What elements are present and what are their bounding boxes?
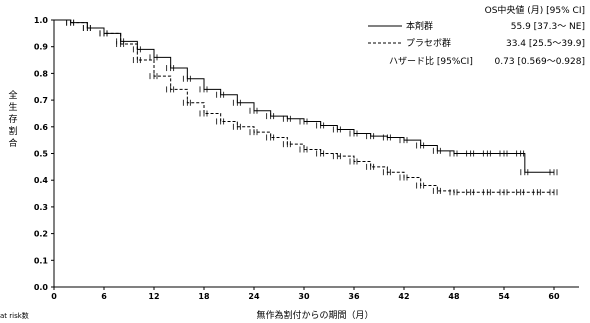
legend-median-treatment: 55.9 [37.3～ NE] [511, 22, 585, 32]
y-tick-label: 0.5 [34, 150, 49, 159]
y-tick-label: 0.1 [34, 256, 49, 265]
x-tick-label: 24 [248, 292, 260, 301]
y-tick-label: 0.8 [34, 69, 49, 78]
at-risk-label: at risk数 [0, 312, 29, 320]
y-tick-label: 0.6 [34, 123, 49, 132]
legend-median-placebo: 33.4 [25.5～39.9] [506, 39, 585, 49]
censor-marks-0 [66, 19, 558, 176]
x-tick-label: 30 [298, 292, 310, 301]
legend-hazard-value: 0.73 [0.569～0.928] [495, 57, 585, 67]
x-tick-label: 18 [198, 292, 210, 301]
x-ticks: 0 6 12 18 24 30 36 42 48 54 60 [51, 287, 560, 301]
y-tick-label: 1.0 [34, 16, 49, 25]
x-tick-label: 6 [101, 292, 107, 301]
x-axis-title: 無作為割付からの期間（月） [256, 309, 373, 321]
x-tick-label: 54 [498, 292, 510, 301]
legend-label-treatment: 本剤群 [406, 20, 433, 32]
x-tick-label: 48 [448, 292, 460, 301]
legend-label-placebo: プラセボ群 [406, 37, 451, 49]
y-tick-label: 0.4 [34, 176, 49, 185]
y-tick-label: 0.2 [34, 230, 48, 239]
x-tick-label: 12 [148, 292, 159, 301]
y-tick-label: 0.0 [34, 283, 49, 292]
x-tick-label: 0 [51, 292, 57, 301]
legend-header: OS中央値 (月) [95% CI] [485, 4, 585, 16]
x-tick-label: 36 [348, 292, 360, 301]
censor-marks-1 [66, 19, 558, 196]
legend: OS中央値 (月) [95% CI] 本剤群 55.9 [37.3～ NE] プ… [368, 4, 585, 67]
y-tick-label: 0.7 [34, 96, 48, 105]
y-tick-label: 0.3 [34, 203, 48, 212]
series-group [54, 19, 558, 196]
x-tick-label: 60 [548, 292, 560, 301]
series-line-1 [54, 19, 554, 193]
y-ticks: 0.0 0.1 0.2 0.3 0.4 0.5 0.6 0.7 0.8 0.9 1.0 [34, 16, 54, 292]
y-axis-title: 全生存割合 [8, 89, 17, 149]
y-tick-label: 0.9 [34, 43, 49, 52]
x-tick-label: 42 [398, 292, 409, 301]
legend-hazard-label: ハザード比 [95%CI] [389, 55, 473, 67]
